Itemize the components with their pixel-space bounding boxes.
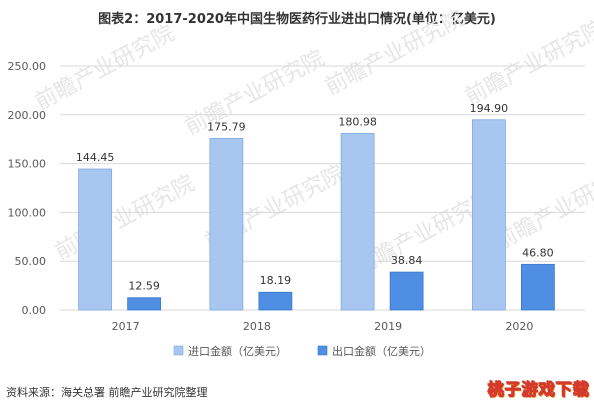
watermark-text: 前瞻产业研究院	[181, 46, 329, 140]
y-tick-label: 250.00	[8, 60, 47, 73]
x-tick-label-2017: 2017	[112, 320, 140, 333]
import-value-label-2017: 144.45	[76, 151, 115, 164]
source-note: 资料来源：海关总署 前瞻产业研究院整理	[6, 386, 208, 399]
legend-import-label: 进口金额（亿美元）	[188, 344, 287, 358]
export-bar-2020	[520, 263, 555, 311]
x-tick-label-2020: 2020	[505, 320, 533, 333]
y-tick-label: 0.00	[22, 304, 47, 317]
chart-title: 图表2：2017-2020年中国生物医药行业进出口情况(单位：亿美元)	[98, 12, 496, 27]
legend: 进口金额（亿美元） 出口金额（亿美元）	[173, 344, 431, 358]
y-tick-label: 200.00	[8, 109, 47, 122]
export-value-label-2018: 18.19	[260, 274, 292, 287]
y-axis-ticks: 0.00 50.00 100.00 150.00 200.00 250.00	[8, 60, 47, 317]
watermark-text: 前瞻产业研究院	[461, 16, 594, 110]
import-bar-2017	[78, 168, 113, 311]
y-tick-label: 100.00	[8, 206, 47, 219]
y-tick-label: 50.00	[15, 255, 47, 268]
watermark-text: 前瞻产业研究院	[31, 21, 179, 115]
import-value-label-2019: 180.98	[338, 115, 377, 128]
import-bar-2020	[471, 119, 506, 311]
bars	[78, 119, 555, 311]
import-bar-2018	[209, 138, 244, 311]
import-bar-2019	[340, 132, 375, 311]
export-value-label-2020: 46.80	[522, 246, 554, 259]
y-tick-label: 150.00	[8, 158, 47, 171]
legend-export-swatch	[317, 345, 328, 356]
export-bar-2019	[389, 271, 424, 311]
x-tick-label-2018: 2018	[243, 320, 271, 333]
x-axis-ticks: 2017 2018 2019 2020	[112, 320, 534, 333]
export-value-label-2017: 12.59	[128, 280, 160, 293]
export-bar-2018	[258, 291, 293, 311]
export-bar-2017	[127, 297, 162, 311]
watermark-stamp-logo: 桃子游戏下载	[487, 380, 591, 400]
data-labels: 144.45 12.59 175.79 18.19 180.98 38.84 194.90 4…	[76, 102, 554, 293]
watermark-text: 前瞻产业研究院	[491, 161, 594, 255]
x-tick-label-2019: 2019	[374, 320, 402, 333]
import-value-label-2018: 175.79	[207, 120, 246, 133]
watermark-text: 前瞻产业研究院	[51, 171, 199, 265]
watermark-text: 前瞻产业研究院	[321, 6, 469, 100]
legend-export-label: 出口金额（亿美元）	[332, 344, 431, 358]
import-value-label-2020: 194.90	[470, 102, 509, 115]
legend-import-swatch	[173, 345, 184, 356]
export-value-label-2019: 38.84	[391, 254, 423, 267]
